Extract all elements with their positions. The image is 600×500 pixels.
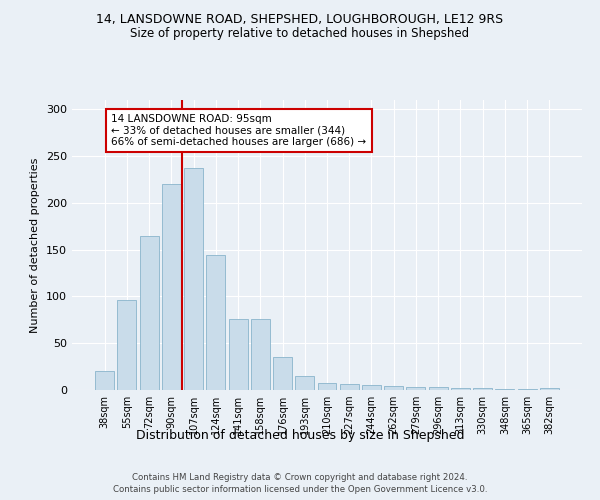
- Bar: [140, 236, 158, 390]
- Text: Contains HM Land Registry data © Crown copyright and database right 2024.: Contains HM Land Registry data © Crown c…: [132, 473, 468, 482]
- Text: Distribution of detached houses by size in Shepshed: Distribution of detached houses by size …: [136, 428, 464, 442]
- Bar: [95, 372, 114, 390]
- Bar: [251, 319, 270, 390]
- Bar: [451, 388, 470, 390]
- Bar: [384, 386, 403, 390]
- Bar: [118, 300, 136, 390]
- Bar: [429, 387, 448, 390]
- Text: 14 LANSDOWNE ROAD: 95sqm
← 33% of detached houses are smaller (344)
66% of semi-: 14 LANSDOWNE ROAD: 95sqm ← 33% of detach…: [112, 114, 367, 147]
- Bar: [317, 382, 337, 390]
- Bar: [295, 376, 314, 390]
- Bar: [518, 389, 536, 390]
- Bar: [206, 256, 225, 390]
- Bar: [229, 319, 248, 390]
- Bar: [540, 388, 559, 390]
- Text: Size of property relative to detached houses in Shepshed: Size of property relative to detached ho…: [130, 28, 470, 40]
- Text: Contains public sector information licensed under the Open Government Licence v3: Contains public sector information licen…: [113, 484, 487, 494]
- Bar: [362, 386, 381, 390]
- Bar: [496, 389, 514, 390]
- Bar: [273, 358, 292, 390]
- Bar: [406, 387, 425, 390]
- Text: 14, LANSDOWNE ROAD, SHEPSHED, LOUGHBOROUGH, LE12 9RS: 14, LANSDOWNE ROAD, SHEPSHED, LOUGHBOROU…: [97, 12, 503, 26]
- Bar: [473, 388, 492, 390]
- Y-axis label: Number of detached properties: Number of detached properties: [31, 158, 40, 332]
- Bar: [184, 168, 203, 390]
- Bar: [340, 384, 359, 390]
- Bar: [162, 184, 181, 390]
